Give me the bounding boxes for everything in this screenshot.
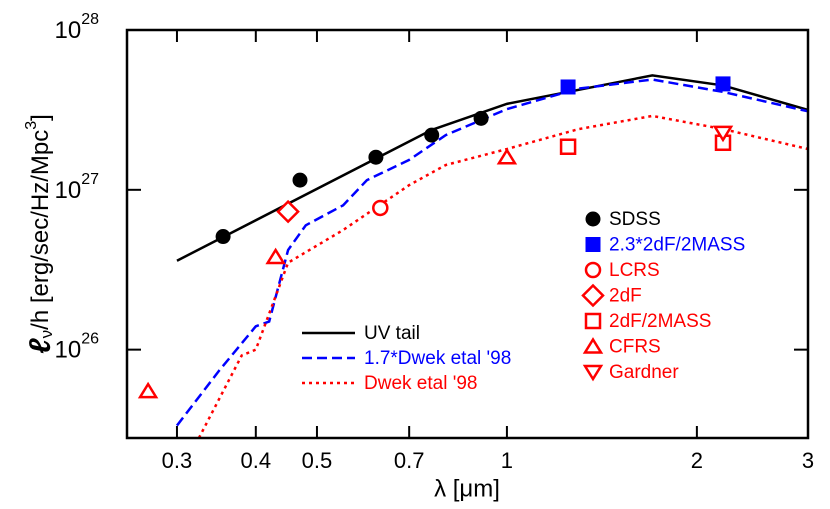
legend-label: Dwek etal '98 [364,373,477,394]
legend-marker [585,237,601,252]
legend-label: 2dF/2MASS [609,311,711,332]
y-tick-label: 1027 [55,171,100,204]
x-axis-label: λ [μm] [434,475,500,502]
y-label-part: ℓ [24,338,57,354]
legend-label: UV tail [364,323,420,344]
marker [715,76,731,92]
x-tick-label: 0.3 [162,448,193,473]
legend-marker [584,261,602,279]
series-line [176,74,808,262]
x-tick-label: 0.7 [394,448,425,473]
legend-label: CFRS [609,337,661,358]
x-tick-label: 3 [802,448,814,473]
y-tick-base: 10 [55,337,82,364]
marker [496,147,518,165]
marker [137,381,159,399]
legend-label: Gardner [609,362,679,383]
marker [276,199,300,224]
marker [559,138,577,155]
marker [712,125,734,143]
y-tick-exponent: 26 [81,331,99,348]
marker [372,199,389,217]
y-axis-label: ℓν/h [erg/sec/Hz/Mpc3] [23,114,57,354]
y-tick-label: 1026 [55,331,100,364]
series-line [197,114,808,438]
line-group [175,78,808,427]
marker [424,127,440,143]
plot-frame [125,28,810,440]
y-tick-exponent: 27 [81,171,99,188]
x-tick-label: 0.4 [241,448,272,473]
legend-marker [582,364,604,382]
x-tick-label: 1 [501,448,513,473]
marker [292,172,308,188]
legend-marker [585,211,601,227]
y-label-part: ] [27,114,54,121]
y-tick-exponent: 28 [81,11,99,28]
y-tick-base: 10 [55,177,82,204]
legend-label: 2dF [609,286,642,307]
x-tick-label: 2 [691,448,703,473]
y-label-part: /h [erg/sec/Hz/Mpc [27,130,54,330]
legend-label: 2.3*2dF/2MASS [609,235,745,256]
line-group [197,114,808,438]
y-tick-base: 10 [55,17,82,44]
marker [265,247,286,265]
y-label-part: 3 [23,121,40,130]
y-tick-label: 1028 [55,11,100,44]
legend-label: LCRS [609,260,660,281]
marker [560,79,576,95]
marker [473,110,489,126]
legend-label: 1.7*Dwek etal '98 [364,348,511,369]
marker [368,149,384,165]
legend-label: SDSS [609,209,661,230]
series-line [175,78,808,427]
line-group [176,74,808,262]
legend-marker [582,337,604,354]
x-tick-label: 0.5 [302,448,333,473]
marker [215,229,231,245]
legend-marker [581,283,605,308]
legend-marker [584,312,602,330]
y-label-part: ν [37,330,56,339]
